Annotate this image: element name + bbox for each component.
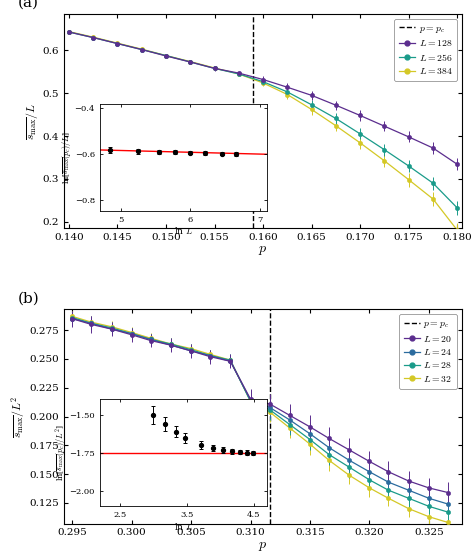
Legend: $p = p_c$, $L = 20$, $L = 24$, $L = 28$, $L = 32$: $p = p_c$, $L = 20$, $L = 24$, $L = 28$,… xyxy=(399,314,457,389)
Legend: $p = p_c$, $L = 128$, $L = 256$, $L = 384$: $p = p_c$, $L = 128$, $L = 256$, $L = 38… xyxy=(394,19,457,81)
Y-axis label: $\overline{s_{\mathrm{max}}} / L$: $\overline{s_{\mathrm{max}}} / L$ xyxy=(24,102,40,139)
Text: (b): (b) xyxy=(18,291,40,305)
X-axis label: $p$: $p$ xyxy=(258,539,268,553)
X-axis label: $p$: $p$ xyxy=(258,244,268,258)
Text: (a): (a) xyxy=(18,0,39,10)
Y-axis label: $\overline{s_{\mathrm{max}}} / L^2$: $\overline{s_{\mathrm{max}}} / L^2$ xyxy=(9,395,27,438)
